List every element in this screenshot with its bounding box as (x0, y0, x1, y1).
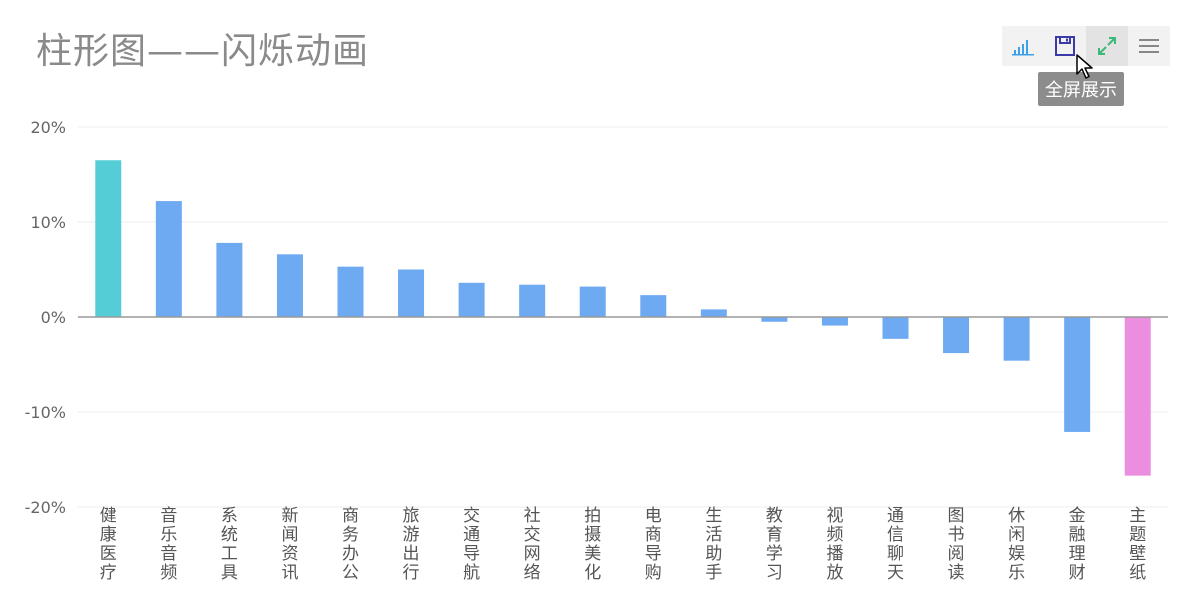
chart-title: 柱形图——闪烁动画 (36, 31, 370, 72)
x-tick-label: 交通导航 (463, 506, 480, 583)
bar-chart-icon (1012, 40, 1034, 56)
y-tick-label: -20% (25, 498, 66, 517)
x-tick-label: 生活助手 (705, 506, 722, 583)
x-tick-label: 电商导购 (645, 506, 662, 583)
bar (519, 284, 546, 317)
x-tick-label: 商务办公 (342, 506, 359, 583)
x-tick-label: 新闻资讯 (281, 506, 298, 583)
bar (882, 317, 909, 339)
x-tick-label: 视频播放 (826, 506, 843, 583)
mouse-cursor-icon (1076, 54, 1093, 79)
x-tick-label: 旅游出行 (403, 506, 420, 583)
fullscreen-icon (1098, 37, 1116, 55)
bar (640, 295, 667, 317)
fullscreen-button[interactable] (1086, 26, 1128, 66)
bar (1064, 317, 1091, 432)
x-tick-label: 社交网络 (524, 506, 541, 583)
x-tick-label: 主题壁纸 (1129, 506, 1146, 583)
bar (1124, 317, 1151, 476)
bar (1003, 317, 1030, 361)
bar (337, 266, 364, 317)
y-tick-label: 0% (41, 308, 66, 327)
bar (276, 254, 303, 317)
bar (761, 317, 788, 322)
x-tick-label: 图书阅读 (948, 506, 965, 583)
bar (398, 269, 425, 317)
toolbar-tooltip: 全屏展示 (1038, 72, 1124, 106)
bar (821, 317, 848, 326)
y-tick-label: 20% (30, 118, 66, 137)
x-tick-label: 金融理财 (1069, 506, 1086, 583)
save-icon (1055, 36, 1075, 56)
bar (155, 201, 182, 317)
x-tick-label: 通信聊天 (887, 506, 904, 583)
bar (943, 317, 970, 354)
x-tick-label: 系统工具 (221, 506, 238, 583)
bar (216, 242, 243, 317)
chart-toolbar (1002, 26, 1170, 66)
bar (458, 282, 485, 317)
x-tick-label: 休闲娱乐 (1008, 506, 1025, 583)
menu-icon (1139, 39, 1159, 53)
y-tick-label: 10% (30, 213, 66, 232)
x-tick-label: 拍摄美化 (584, 506, 601, 583)
save-image-button[interactable] (1044, 26, 1086, 66)
x-tick-label: 教育学习 (766, 506, 783, 583)
bar (95, 160, 122, 317)
x-tick-label: 健康医疗 (100, 506, 117, 583)
menu-button[interactable] (1128, 26, 1170, 66)
y-tick-label: -10% (25, 403, 66, 422)
bar-chart-button[interactable] (1002, 26, 1044, 66)
x-tick-label: 音乐音频 (160, 506, 177, 583)
bar (700, 309, 727, 317)
bar (579, 286, 606, 317)
